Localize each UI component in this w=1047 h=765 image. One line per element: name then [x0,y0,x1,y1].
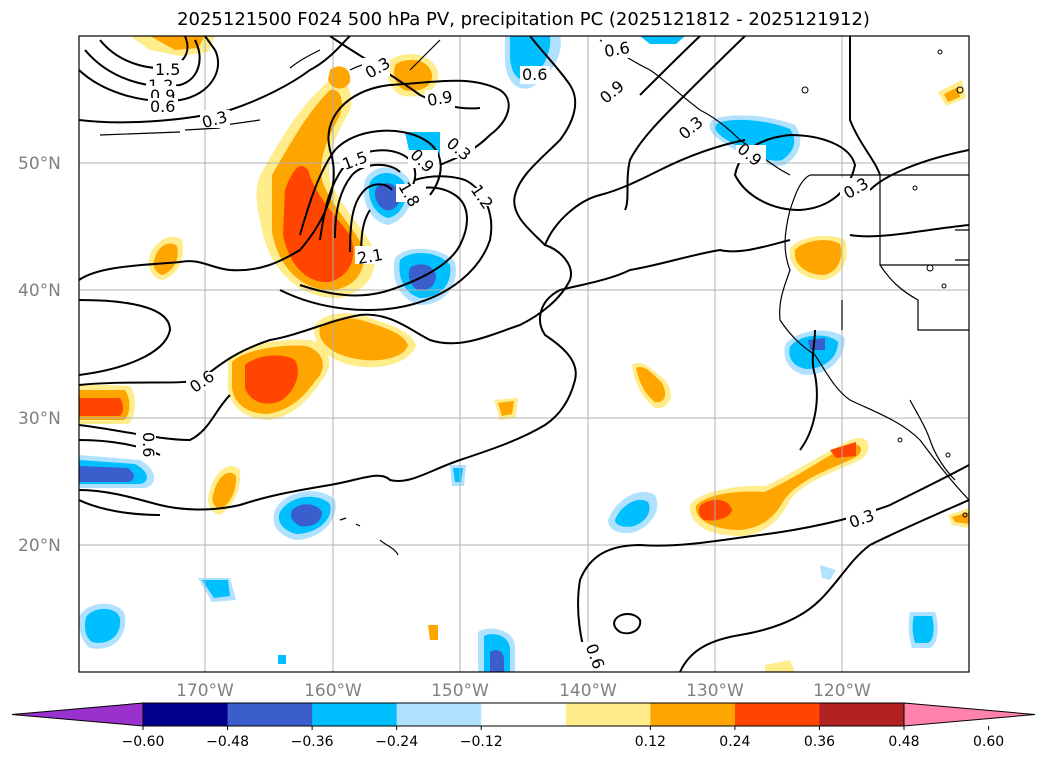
colorbar-label: 0.24 [719,734,750,750]
colorbar-label: −0.48 [206,734,249,750]
colorbar-segment [312,703,398,726]
colorbar-segment [481,703,567,726]
contour-label: 0.9 [426,87,454,110]
colorbar-segment [143,703,229,726]
colorbar-label: 0.12 [635,734,666,750]
coastlines [99,39,969,556]
lon-axis: 170°W 160°W 150°W 140°W 130°W 120°W [176,681,871,701]
contour-labels: 1.5 1.2 0.9 0.6 0.3 0.3 0.6 0.9 0.6 0.9 … [136,38,877,672]
colorbar-extend-low [11,702,144,727]
lat-label: 30°N [18,409,61,429]
lon-label: 130°W [686,681,744,701]
colorbar-segment [227,703,313,726]
lon-label: 150°W [431,681,489,701]
colorbar: −0.60 −0.48 −0.36 −0.24 −0.12 0.12 0.24 0.36 0.4… [11,702,1036,750]
contour-label: 1.5 [155,60,180,79]
colorbar-label: −0.24 [375,734,418,750]
lon-label: 120°W [813,681,871,701]
colorbar-label: −0.60 [122,734,165,750]
contour-label: 2.1 [356,245,384,268]
contour-label: 0.6 [603,38,631,61]
colorbar-segment [565,703,651,726]
colorbar-label: 0.60 [973,734,1004,750]
map-plot-area: 1.5 1.2 0.9 0.6 0.3 0.3 0.6 0.9 0.6 0.9 … [79,36,969,672]
colorbar-label: −0.36 [291,734,334,750]
gridlines [79,36,969,672]
colorbar-outline [142,702,905,727]
colorbar-label: 0.48 [888,734,919,750]
lon-label: 140°W [559,681,617,701]
map-frame [78,35,970,673]
lon-label: 170°W [176,681,234,701]
colorbar-label: 0.36 [804,734,835,750]
map-title: 2025121500 F024 500 hPa PV, precipitatio… [177,9,870,30]
colorbar-segment [650,703,736,726]
contour-label: 0.6 [150,97,175,116]
lon-label: 160°W [304,681,362,701]
lat-axis: 50°N 40°N 30°N 20°N [18,154,61,556]
contour-label: 0.6 [139,432,158,457]
lat-label: 20°N [18,536,61,556]
lat-label: 50°N [18,154,61,174]
islands [801,49,968,518]
colorbar-segment [396,703,482,726]
colorbar-segment [819,703,905,726]
precip-shading [79,36,969,672]
lat-label: 40°N [18,281,61,301]
pv-contours [79,36,969,672]
contour-label: 0.6 [522,65,547,84]
colorbar-label: −0.12 [460,734,503,750]
colorbar-segment [734,703,820,726]
colorbar-extend-high [903,702,1036,727]
